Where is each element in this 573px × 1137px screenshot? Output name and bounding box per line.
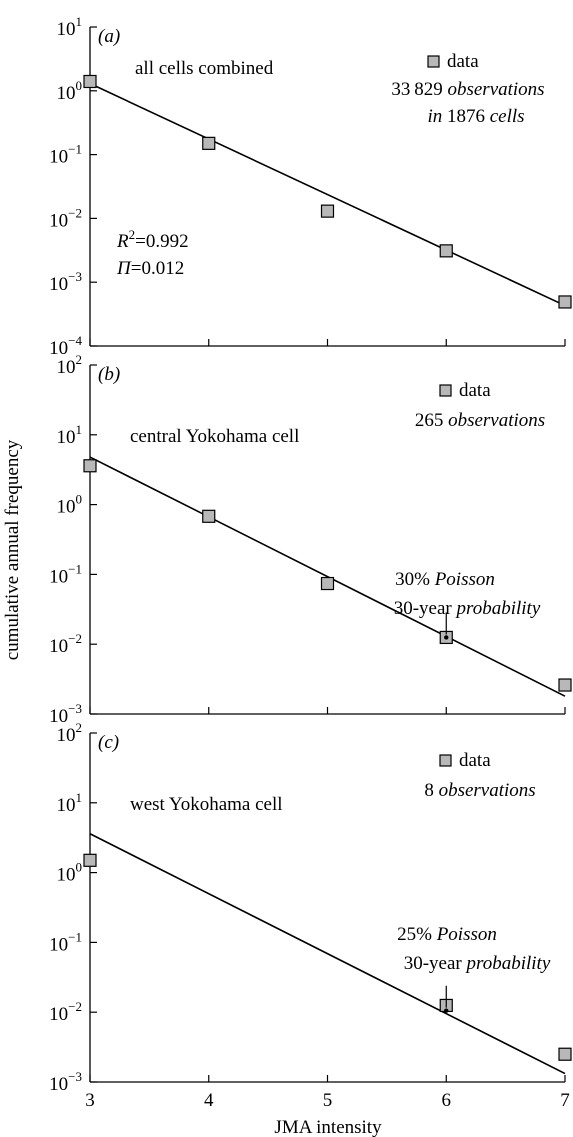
panel-b-y-tick-label: 10−2 (49, 631, 82, 657)
panel-b-annotation: 30% Poisson 30-year probability (394, 569, 541, 619)
panel-b-data-point (202, 509, 216, 523)
x-axis-label: JMA intensity (274, 1117, 382, 1137)
panel-c-fit-line (89, 833, 566, 1075)
panel-a-y-tick-label: 101 (57, 14, 83, 40)
panel-c-y-tick-label: 10−1 (49, 929, 82, 955)
panel-b-legend-marker (439, 384, 452, 397)
panel-c: (c) west Yokohama cell data 8 observatio… (49, 720, 572, 1111)
panel-b: (b) central Yokohama cell data 265 obser… (49, 352, 572, 727)
panel-b-annotation-line1: 30% Poisson (395, 569, 495, 590)
panel-c-data-point (83, 853, 97, 867)
x-tick-label: 5 (323, 1090, 333, 1111)
panel-b-y-tick-label: 101 (57, 422, 83, 448)
panel-b-y-tick-label: 100 (57, 492, 83, 518)
panel-a-y-tick-label: 10−1 (49, 142, 82, 168)
panel-b-legend: data 265 observations (415, 380, 545, 431)
panel-c-legend-line1: 8 observations (424, 780, 535, 801)
panel-c-legend: data 8 observations (424, 750, 535, 801)
panel-a-legend-line1: 33 829 observations (391, 79, 544, 100)
panel-a-title: all cells combined (135, 58, 274, 79)
panel-c-annotation-line1: 25% Poisson (397, 924, 497, 945)
panel-a: (a) all cells combined data 33 829 obser… (49, 14, 572, 359)
y-axis-label: cumulative annual frequency (2, 439, 23, 660)
panel-a-y-tick-label: 10−4 (49, 333, 82, 359)
panel-a-legend-marker (427, 55, 440, 68)
panel-a-data-point (320, 204, 335, 218)
panel-c-y-tick-label: 10−3 (49, 1069, 82, 1095)
panel-c-y-tick-label: 10−2 (49, 999, 82, 1025)
x-tick-label: 6 (442, 1090, 452, 1111)
panel-c-data-point (558, 1047, 572, 1061)
x-tick-label: 7 (560, 1090, 570, 1111)
x-tick-label: 3 (85, 1090, 95, 1111)
panel-b-label: (b) (98, 364, 120, 385)
panel-b-legend-label: data (459, 380, 491, 401)
panel-b-y-tick-label: 102 (57, 352, 83, 378)
panel-b-annotation-line2: 30-year probability (394, 598, 541, 619)
panel-a-data-point (439, 244, 453, 258)
panel-a-legend: data 33 829 observations in 1876 cells (391, 51, 544, 127)
panel-a-y-tick-label: 100 (57, 78, 83, 104)
panel-b-y-tick-label: 10−3 (49, 701, 82, 727)
panel-a-y-tick-label: 10−3 (49, 269, 82, 295)
panel-c-annotation: 25% Poisson 30-year probability (397, 924, 551, 974)
panel-c-label: (c) (98, 732, 119, 753)
panel-a-fit-line (89, 82, 566, 307)
x-tick-label: 4 (204, 1090, 214, 1111)
panel-c-legend-marker (439, 754, 452, 767)
panel-a-y-tick-label: 10−2 (49, 205, 82, 231)
panel-a-label: (a) (98, 26, 120, 47)
panel-c-y-tick-label: 102 (57, 720, 83, 746)
panel-b-title: central Yokohama cell (130, 426, 299, 447)
panel-b-data-point (558, 678, 572, 692)
panel-a-pi-stat: Π=0.012 (116, 258, 184, 279)
panel-a-r2-stat: R2=0.992 (116, 227, 189, 252)
panel-c-annotation-line2: 30-year probability (404, 953, 551, 974)
panel-b-fit-line (89, 456, 566, 697)
panel-c-y-tick-label: 101 (57, 790, 83, 816)
panel-c-legend-label: data (459, 750, 491, 771)
panel-a-data-point (202, 136, 216, 150)
panel-b-annotation-dot (444, 635, 449, 640)
panel-a-data-point (83, 74, 97, 89)
panel-b-y-tick-label: 10−1 (49, 561, 82, 587)
panel-a-legend-line2: in 1876 cells (427, 106, 524, 127)
panel-c-y-tick-label: 100 (57, 860, 83, 886)
panel-b-data-point (83, 459, 97, 473)
panel-b-legend-line1: 265 observations (415, 410, 545, 431)
panel-b-data-point (320, 576, 335, 591)
panel-a-legend-label: data (447, 51, 479, 72)
panel-c-annotation-dot (444, 1008, 449, 1013)
panel-a-data-point (558, 295, 572, 309)
panel-c-title: west Yokohama cell (130, 794, 283, 815)
